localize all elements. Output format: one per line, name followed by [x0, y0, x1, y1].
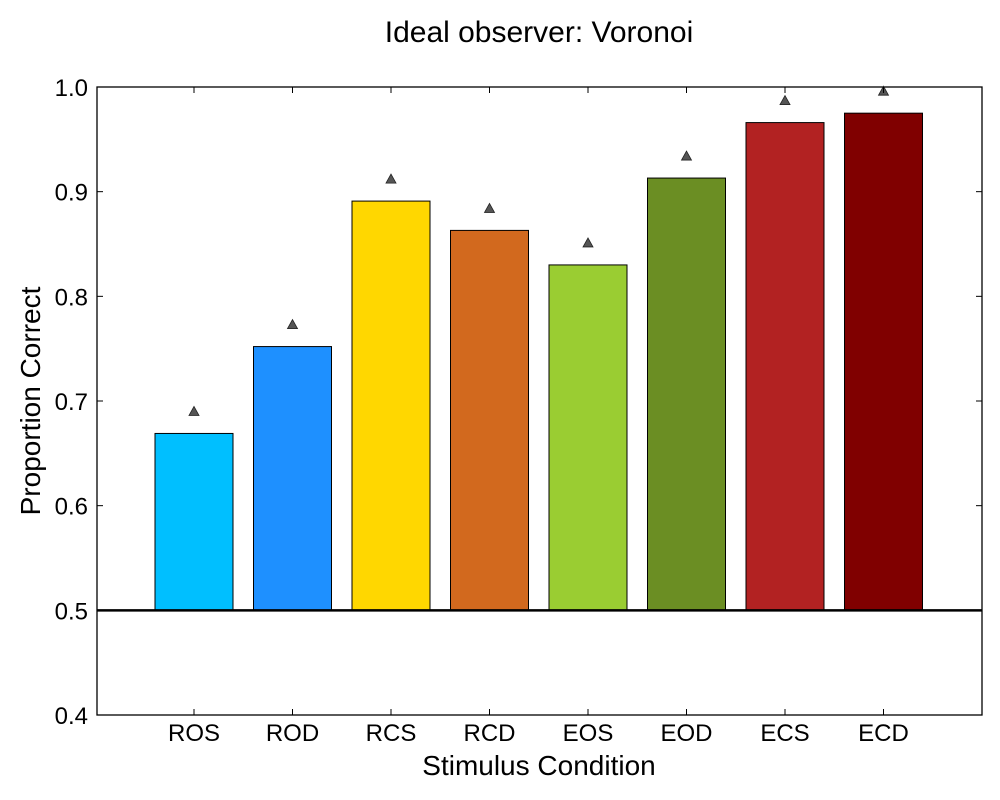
markers-group — [188, 85, 890, 416]
bar-rcs — [351, 200, 431, 611]
x-tick-label-ros: ROS — [168, 720, 220, 747]
marker-ros — [188, 405, 200, 416]
bar-ecd — [844, 112, 923, 611]
x-axis-ticks: ROS ROD RCS RCD EOS EOD ECS ECD — [168, 87, 909, 747]
y-axis-label: Proportion Correct — [15, 286, 46, 515]
bar-ecs — [745, 122, 825, 611]
marker-eos — [582, 237, 594, 248]
x-axis-label: Stimulus Condition — [422, 750, 655, 781]
bars-group — [154, 112, 923, 611]
marker-rcs — [385, 173, 397, 184]
marker-rcd — [483, 202, 496, 213]
bar-eod — [647, 177, 726, 611]
marker-eod — [680, 150, 693, 161]
x-tick-label-rcs: RCS — [366, 720, 417, 747]
x-tick-label-eod: EOD — [660, 720, 712, 747]
y-tick-label: 1.0 — [55, 75, 88, 102]
marker-ecs — [779, 94, 791, 106]
x-tick-label-eos: EOS — [563, 720, 614, 747]
y-tick-label: 0.9 — [55, 180, 88, 207]
x-tick-label-ecs: ECS — [760, 720, 809, 747]
x-tick-label-rod: ROD — [266, 720, 319, 747]
bar-eos — [548, 264, 628, 611]
y-tick-label: 0.8 — [55, 284, 88, 311]
y-tick-label: 0.4 — [55, 703, 88, 730]
x-tick-label-rcd: RCD — [464, 720, 516, 747]
y-tick-label: 0.7 — [55, 389, 88, 416]
bar-rcd — [450, 229, 529, 611]
y-axis-ticks: 0.4 0.5 0.6 0.7 0.8 0.9 1.0 — [55, 75, 982, 730]
y-tick-label: 0.5 — [55, 598, 88, 625]
marker-rod — [286, 318, 299, 329]
chart-title: Ideal observer: Voronoi — [385, 16, 694, 49]
y-tick-label: 0.6 — [55, 494, 88, 521]
plot-area — [96, 85, 983, 716]
bar-ros — [154, 432, 234, 611]
x-tick-label-ecd: ECD — [858, 720, 909, 747]
bar-rod — [253, 346, 332, 611]
